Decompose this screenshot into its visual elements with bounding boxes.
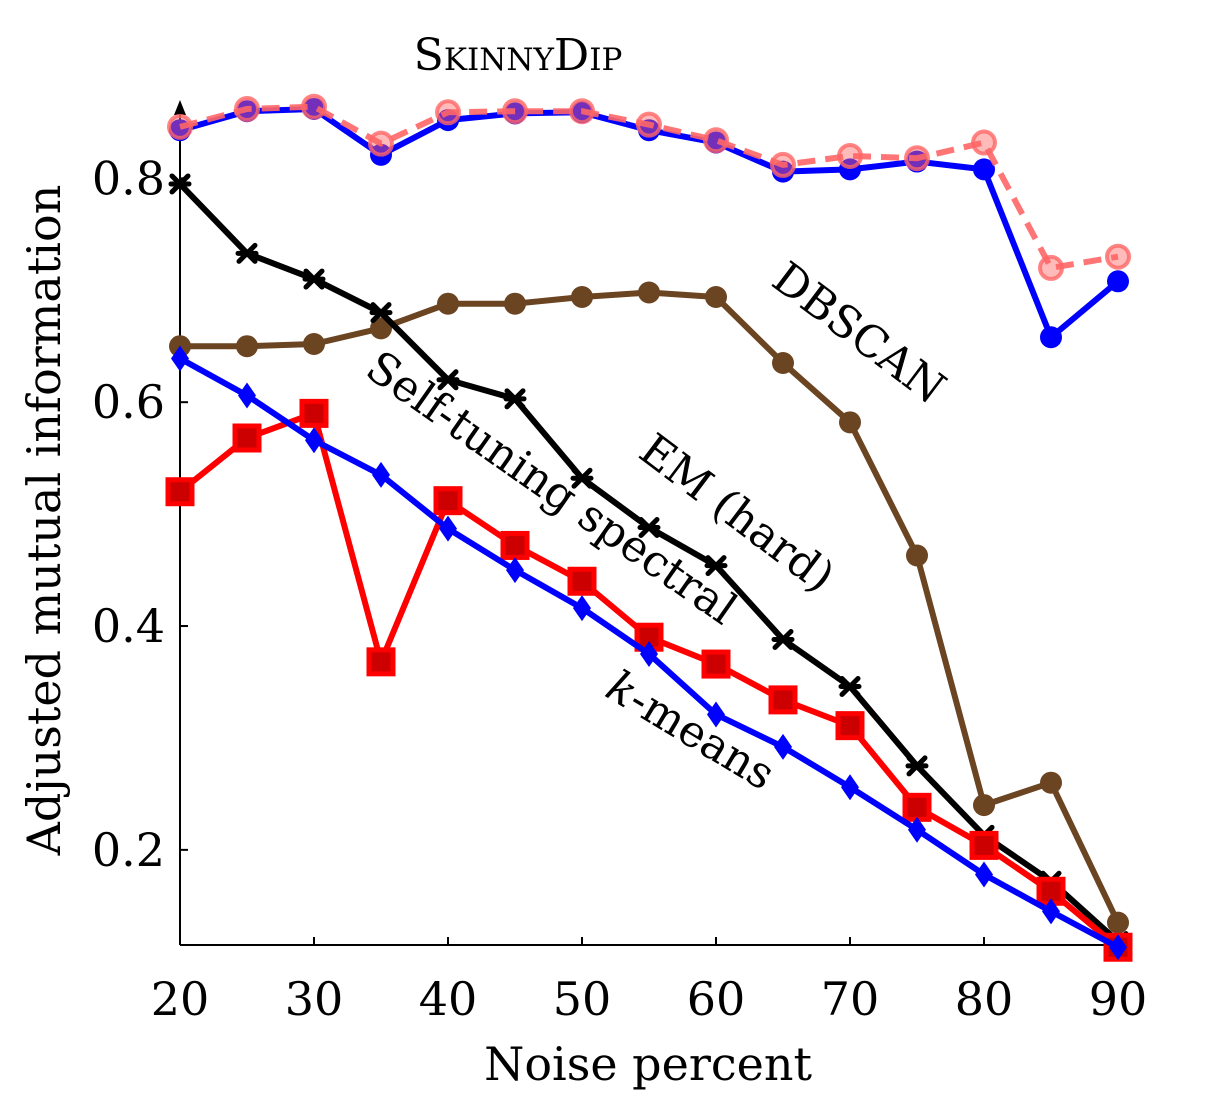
x-tick-label: 70 xyxy=(821,972,880,1026)
data-point xyxy=(1040,326,1062,349)
data-point xyxy=(770,151,796,178)
x-tick-label: 90 xyxy=(1089,972,1148,1026)
x-ticks: 20 30 40 50 60 70 80 90 xyxy=(151,937,1148,1026)
data-point xyxy=(437,292,459,315)
data-point xyxy=(435,99,461,126)
data-point xyxy=(971,129,997,156)
data-point xyxy=(835,711,865,741)
data-point xyxy=(905,755,929,777)
data-point xyxy=(236,335,258,358)
data-point xyxy=(167,113,193,140)
data-point xyxy=(772,160,794,183)
data-point xyxy=(165,477,195,507)
x-tick-label: 40 xyxy=(419,972,478,1026)
y-axis-arrowhead xyxy=(174,100,186,115)
x-tick-label: 60 xyxy=(687,972,746,1026)
data-point xyxy=(768,685,798,715)
data-point xyxy=(973,794,995,817)
data-point xyxy=(500,530,530,560)
data-point xyxy=(305,427,323,454)
data-point xyxy=(837,142,863,169)
data-point xyxy=(439,515,457,542)
data-point xyxy=(504,292,526,315)
data-point xyxy=(366,647,396,677)
data-point xyxy=(904,145,930,172)
data-point xyxy=(571,285,593,308)
data-point xyxy=(1038,254,1064,281)
data-point xyxy=(703,127,729,154)
data-point xyxy=(503,388,527,410)
series-k-means xyxy=(171,345,1127,961)
data-point xyxy=(369,302,393,324)
data-point xyxy=(838,675,862,697)
data-point xyxy=(171,345,189,372)
data-point xyxy=(299,398,329,428)
axes xyxy=(174,100,1130,946)
data-point xyxy=(570,467,594,489)
series-line xyxy=(179,103,1119,271)
data-point xyxy=(433,486,463,516)
data-point xyxy=(841,774,859,801)
data-point xyxy=(704,555,728,577)
data-point xyxy=(303,332,325,355)
data-point xyxy=(908,816,926,843)
data-point xyxy=(232,423,262,453)
data-point xyxy=(1109,934,1127,961)
x-tick-label: 20 xyxy=(151,972,210,1026)
data-point xyxy=(436,369,460,391)
data-point xyxy=(370,317,392,340)
data-point xyxy=(573,595,591,622)
series-em-hard xyxy=(168,173,1130,953)
data-point xyxy=(906,544,928,567)
data-point xyxy=(368,130,394,157)
data-point xyxy=(975,861,993,888)
series-layer xyxy=(165,93,1133,962)
x-tick-label: 50 xyxy=(553,972,612,1026)
data-point xyxy=(1040,771,1062,794)
data-point xyxy=(774,733,792,760)
data-point xyxy=(839,411,861,434)
data-point xyxy=(902,792,932,822)
data-point xyxy=(707,701,725,728)
x-tick-label: 80 xyxy=(955,972,1014,1026)
label-skinnydip: SkinnyDip xyxy=(414,30,623,81)
data-point xyxy=(772,352,794,375)
series-skinnydip-alt xyxy=(167,93,1131,281)
y-tick-label: 0.8 xyxy=(92,151,165,205)
data-point xyxy=(701,649,731,679)
data-point xyxy=(168,173,192,195)
x-axis-title: Noise percent xyxy=(484,1037,812,1091)
data-point xyxy=(640,641,658,668)
y-tick-label: 0.6 xyxy=(92,375,165,429)
data-point xyxy=(238,382,256,409)
data-point xyxy=(569,98,595,125)
data-point xyxy=(973,158,995,181)
y-axis-title: Adjusted mutual information xyxy=(17,185,71,857)
data-point xyxy=(372,461,390,488)
label-dbscan: DBSCAN xyxy=(763,252,955,414)
data-point xyxy=(1107,911,1129,934)
data-point xyxy=(637,517,661,539)
y-ticks: 0.2 0.4 0.6 0.8 xyxy=(92,151,188,877)
data-point xyxy=(234,95,260,122)
data-point xyxy=(638,281,660,304)
data-point xyxy=(506,557,524,584)
data-point xyxy=(302,268,326,290)
data-point xyxy=(1042,898,1060,925)
data-point xyxy=(235,242,259,264)
data-point xyxy=(636,111,662,138)
y-tick-label: 0.4 xyxy=(92,599,165,653)
data-point xyxy=(567,566,597,596)
y-tick-label: 0.2 xyxy=(92,823,165,877)
data-point xyxy=(1105,243,1131,270)
data-point xyxy=(301,93,327,120)
data-point xyxy=(705,285,727,308)
data-point xyxy=(502,98,528,125)
data-point xyxy=(969,830,999,860)
x-tick-label: 30 xyxy=(285,972,344,1026)
data-point xyxy=(1107,270,1129,293)
data-point xyxy=(771,628,795,650)
